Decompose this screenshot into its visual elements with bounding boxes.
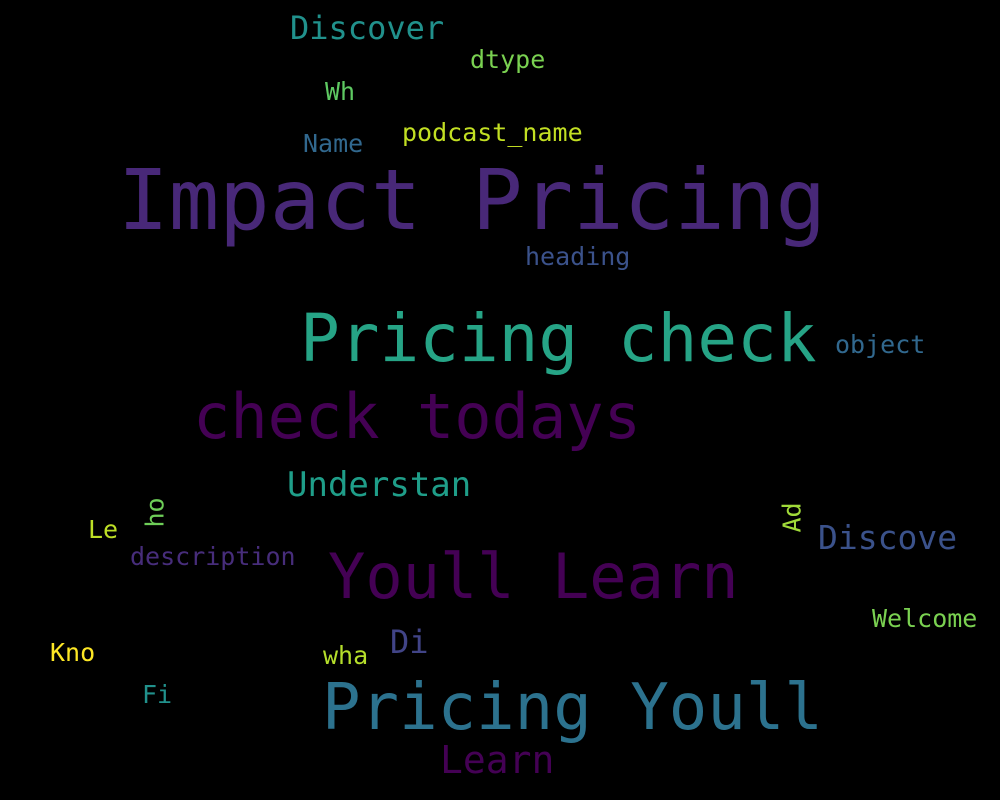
word-understan: Understan — [287, 465, 472, 505]
word-wha: wha — [323, 641, 369, 670]
word-podcast-name: podcast_name — [402, 118, 583, 147]
word-check-todays: check todays — [193, 380, 641, 453]
word-pricing-check: Pricing check — [300, 300, 817, 377]
word-learn: Learn — [440, 738, 555, 782]
word-object: object — [835, 330, 926, 359]
word-ad: Ad — [777, 502, 807, 533]
word-welcome: Welcome — [872, 604, 978, 633]
word-pricing-youll: Pricing Youll — [322, 671, 823, 745]
word-le: Le — [88, 515, 119, 544]
word-name: Name — [303, 129, 364, 158]
word-dtype: dtype — [470, 45, 546, 74]
word-youll-learn: Youll Learn — [328, 540, 739, 613]
word-impact-pricing: Impact Pricing — [118, 151, 827, 249]
word-heading: heading — [525, 242, 631, 271]
word-di: Di — [390, 623, 429, 661]
word-fi: Fi — [142, 680, 173, 709]
word-discove: Discove — [818, 518, 958, 557]
word-description: description — [130, 542, 296, 571]
word-ho: ho — [140, 497, 170, 528]
word-discover: Discover — [290, 9, 445, 47]
word-wh: Wh — [325, 77, 356, 106]
word-kno: Kno — [50, 638, 96, 667]
